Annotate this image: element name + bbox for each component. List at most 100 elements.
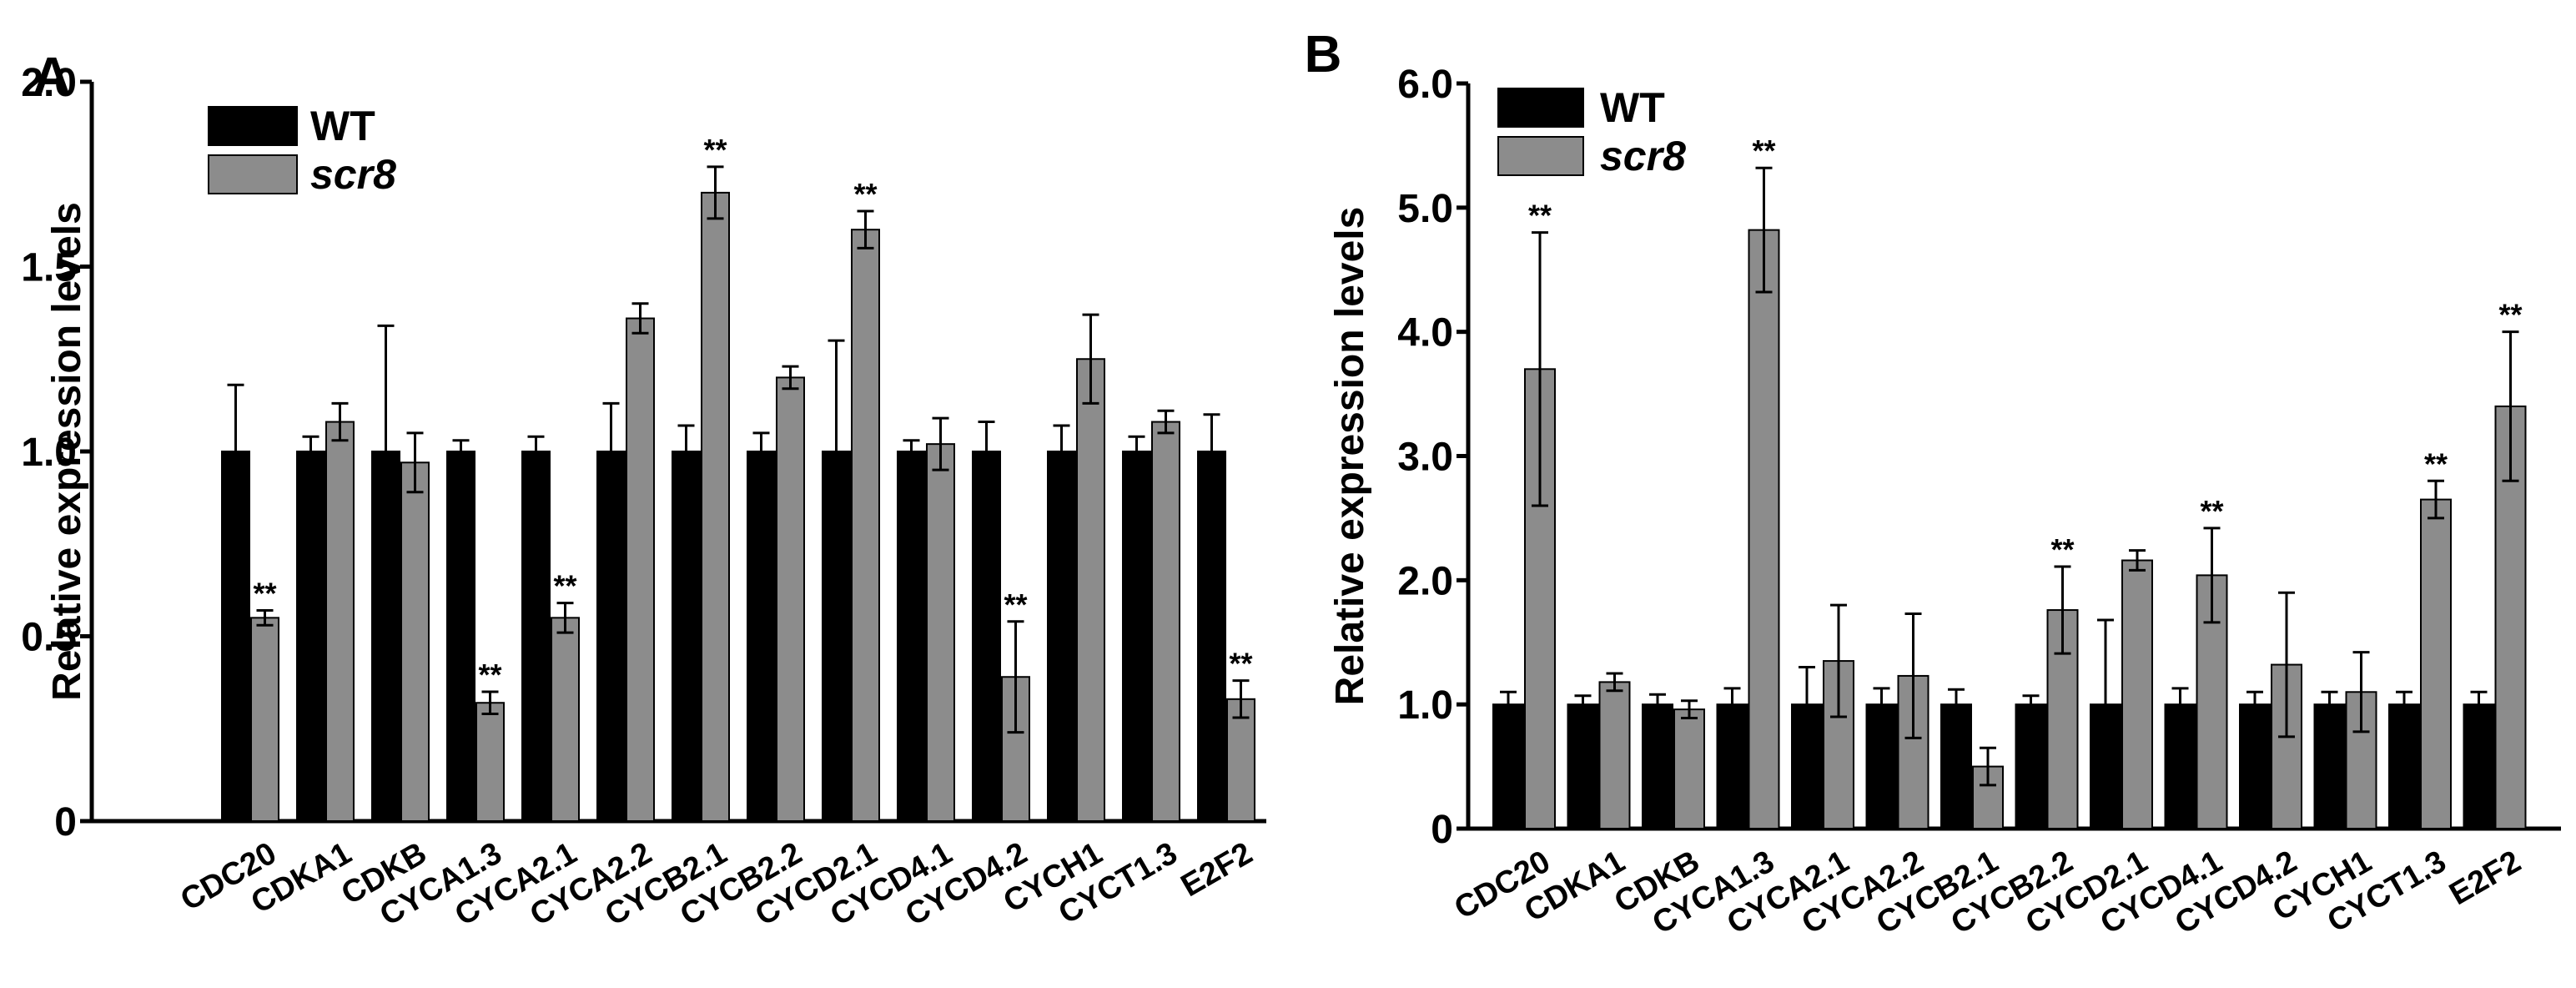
bar-wt-cdkb <box>1642 703 1673 830</box>
legend-swatch-scr8 <box>1497 136 1584 176</box>
bar-wt-cycd4-1 <box>2164 703 2196 830</box>
error-bar <box>527 435 545 468</box>
bar-scr8-cdka1 <box>325 421 355 822</box>
legend-swatch-wt <box>1497 88 1584 128</box>
legend-swatch-scr8 <box>208 154 298 194</box>
bar-wt-cycd4-2 <box>972 451 1001 822</box>
error-bar <box>1980 746 1996 787</box>
bar-wt-cyca2-2 <box>1865 703 1898 830</box>
bar-wt-cdka1 <box>1567 703 1599 830</box>
y-tick-label: 5.0 <box>1397 187 1453 231</box>
bar-wt-cych1 <box>1047 451 1076 822</box>
error-bar <box>2502 330 2519 482</box>
y-tick-label: 0 <box>1431 808 1453 852</box>
significance-marker: ** <box>2050 532 2074 567</box>
error-bar <box>2203 527 2221 624</box>
error-bar <box>556 602 574 634</box>
panel-label: A <box>33 48 71 105</box>
error-bar <box>2171 687 2189 723</box>
error-bar <box>1904 612 1922 739</box>
y-tick-label: 2.0 <box>21 61 77 105</box>
error-bar <box>406 431 424 494</box>
error-bar <box>2097 618 2114 790</box>
bar-scr8-e2f2 <box>1226 698 1255 822</box>
significance-marker: ** <box>1528 199 1552 233</box>
significance-marker: ** <box>478 658 501 692</box>
error-bar <box>452 439 470 464</box>
y-tick-label: 4.0 <box>1397 311 1453 355</box>
bar-wt-cdc20 <box>1492 703 1524 830</box>
y-tick-label: 1.5 <box>21 246 77 290</box>
bar-scr8-cyca2-2 <box>626 317 655 822</box>
error-bar <box>903 439 920 464</box>
error-bar <box>1203 413 1220 490</box>
error-bar <box>227 383 244 520</box>
bar-wt-cdka1 <box>296 451 325 822</box>
bar-wt-cycb2-2 <box>747 451 776 822</box>
bar-wt-e2f2 <box>1197 451 1226 822</box>
error-bar <box>1082 313 1099 405</box>
bar-scr8-cycb2-1 <box>701 191 730 822</box>
significance-marker: ** <box>2200 494 2223 528</box>
error-bar <box>1128 435 1145 468</box>
bar-scr8-cycd2-1 <box>851 229 880 822</box>
legend-label-wt: WT <box>310 103 375 149</box>
error-bar <box>1755 166 1773 294</box>
error-bar <box>1830 603 1847 718</box>
y-tick-label: 2.0 <box>1397 559 1453 603</box>
error-bar <box>828 339 845 564</box>
error-bar <box>2129 549 2146 572</box>
error-bar <box>1948 688 1965 721</box>
error-bar <box>2246 690 2263 718</box>
error-bar <box>302 435 319 468</box>
bar-wt-cdc20 <box>221 451 250 822</box>
legend-label-wt: WT <box>1600 84 1665 131</box>
error-bar <box>2054 565 2071 655</box>
bar-scr8-cych1 <box>1076 358 1105 822</box>
bar-scr8-cycb2-2 <box>776 376 805 822</box>
error-bar <box>1232 679 1250 719</box>
bar-wt-cych1 <box>2313 703 2346 830</box>
error-bar <box>1532 231 1548 507</box>
legend-label-scr8: scr8 <box>1600 133 1686 179</box>
error-bar <box>2321 690 2338 718</box>
bar-wt-e2f2 <box>2463 703 2495 830</box>
error-bar <box>978 421 995 482</box>
error-bar <box>1799 666 1815 744</box>
error-bar <box>2428 479 2444 520</box>
significance-marker: ** <box>2498 298 2522 332</box>
error-bar <box>631 302 649 335</box>
bar-wt-cycb2-1 <box>1940 703 1972 830</box>
error-bar <box>932 416 949 471</box>
error-bar <box>782 365 799 391</box>
error-bar <box>602 401 620 502</box>
y-tick-label: 0 <box>54 800 77 844</box>
bar-scr8-cyct1-3 <box>1151 421 1180 822</box>
error-bar <box>2470 690 2488 718</box>
panel-b: B Relative expression levels 0 1.0 2.0 3.0 4.0… <box>1305 26 2561 941</box>
bar-wt-cyct1-3 <box>1122 451 1151 822</box>
y-tick-label: 0.5 <box>21 616 77 660</box>
error-bar <box>1574 694 1592 715</box>
y-tick-label: 6.0 <box>1397 63 1453 107</box>
bar-scr8-cdka1 <box>1598 681 1631 829</box>
bar-wt-cycb2-2 <box>2015 703 2047 830</box>
error-bar <box>707 165 724 220</box>
bar-scr8-cdkb <box>1673 708 1705 829</box>
significance-marker: ** <box>1004 587 1027 622</box>
panel-label: B <box>1305 26 1342 83</box>
error-bar <box>752 431 770 471</box>
significance-marker: ** <box>703 133 727 167</box>
y-tick-label: 1.0 <box>1397 683 1453 728</box>
bar-scr8-cyca2-1 <box>551 617 580 822</box>
error-bar <box>1007 620 1024 734</box>
y-axis-label: Relative expression levels <box>1328 207 1372 706</box>
bar-wt-cycd4-1 <box>897 451 926 822</box>
error-bar <box>256 608 274 627</box>
bar-scr8-cdc20 <box>250 617 279 822</box>
error-bar <box>1500 690 1517 718</box>
